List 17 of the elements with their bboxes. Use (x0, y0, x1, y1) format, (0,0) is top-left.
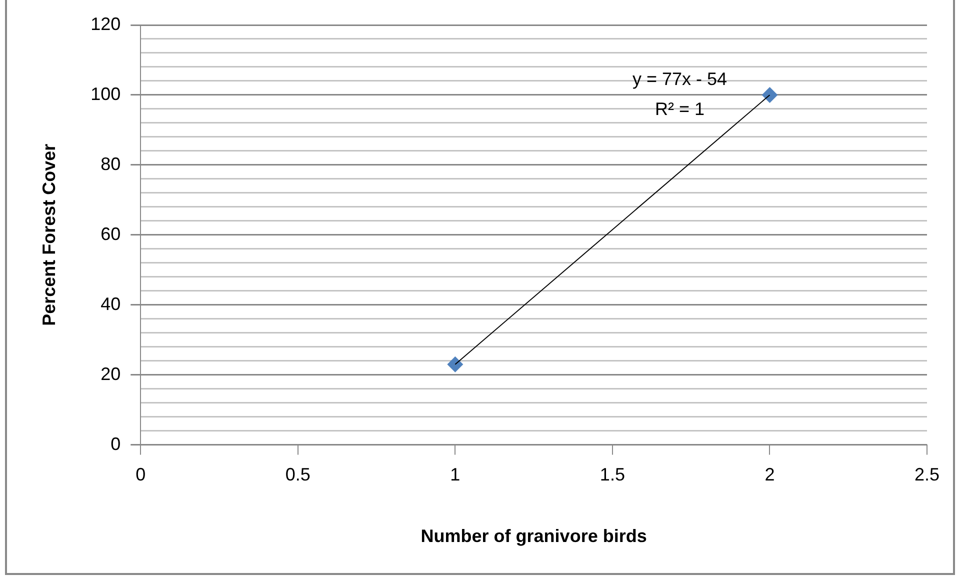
y-axis-title: Percent Forest Cover (38, 144, 59, 326)
x-tick-label: 2 (764, 464, 775, 485)
y-tick-label: 120 (90, 14, 121, 34)
y-tick-label: 80 (100, 154, 121, 174)
y-tick-label: 40 (100, 294, 121, 314)
y-tick-label: 0 (110, 434, 121, 454)
x-axis-title: Number of granivore birds (420, 526, 647, 546)
y-tick-label: 100 (90, 84, 121, 104)
x-tick-label: 0.5 (285, 464, 310, 485)
y-tick-label: 60 (100, 224, 121, 244)
annotation: y = 77x - 54 (632, 68, 728, 89)
x-tick-label: 0 (136, 464, 146, 485)
annotation: R² = 1 (654, 98, 704, 119)
x-tick-label: 2.5 (914, 464, 940, 485)
y-tick-label: 20 (100, 364, 121, 384)
x-tick-label: 1 (450, 464, 460, 485)
x-tick-label: 1.5 (600, 464, 625, 485)
